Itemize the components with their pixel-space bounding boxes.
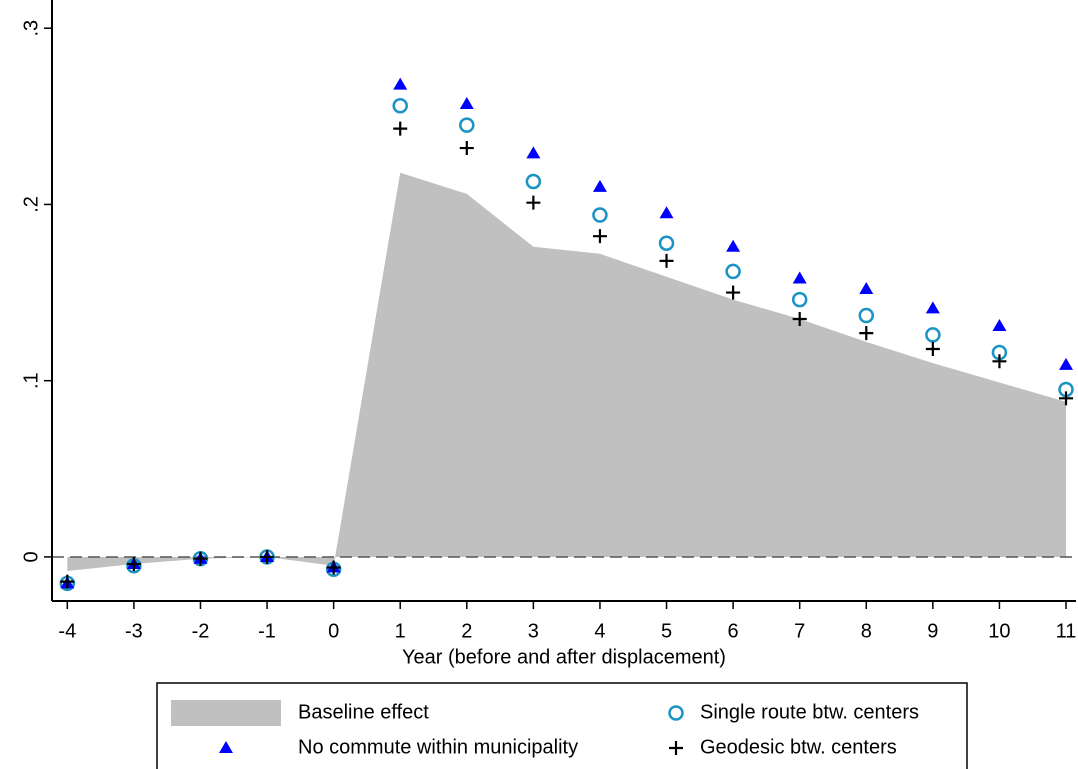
triangle-marker	[592, 179, 607, 192]
circle-marker	[392, 97, 408, 114]
triangle-marker	[726, 239, 741, 252]
area	[67, 172, 1067, 572]
plus-marker	[393, 121, 408, 136]
plus-marker	[925, 341, 940, 356]
y-tick-label: 0	[20, 551, 42, 562]
triangle-marker	[1059, 357, 1074, 370]
legend-label: Baseline effect	[298, 701, 429, 723]
area-swatch	[171, 700, 281, 726]
triangle-marker	[219, 741, 233, 753]
circle-marker	[668, 705, 684, 721]
legend-label: Geodesic btw. centers	[700, 736, 897, 758]
plus-marker	[659, 253, 674, 268]
legend-label: Single route btw. centers	[700, 701, 919, 723]
legend-label: No commute within municipality	[298, 736, 578, 758]
circle-marker	[459, 117, 475, 133]
triangle-marker	[992, 319, 1007, 332]
x-tick-label: 2	[461, 620, 472, 642]
plus-marker	[526, 195, 541, 210]
plus-marker	[326, 560, 341, 575]
circle-marker	[791, 291, 808, 308]
plus-marker	[1059, 391, 1074, 406]
plus-marker	[126, 556, 141, 571]
triangle-marker	[526, 146, 541, 159]
circle-marker	[725, 263, 741, 280]
x-tick-label: 6	[728, 620, 739, 642]
x-tick-label: 0	[328, 620, 339, 642]
x-tick-label: 3	[528, 620, 539, 642]
x-tick-label: -4	[58, 620, 76, 642]
y-tick-label: .3	[20, 20, 42, 37]
plus-marker	[193, 551, 208, 566]
triangle-marker	[393, 77, 408, 90]
circle-marker	[592, 207, 608, 223]
legend-box	[156, 682, 968, 769]
x-tick-label: 10	[988, 620, 1010, 642]
circle-marker	[525, 173, 542, 190]
y-tick-label: .1	[20, 372, 42, 389]
plus-marker	[669, 741, 683, 755]
x-axis-label: Year (before and after displacement)	[402, 646, 726, 668]
plus-marker	[60, 574, 75, 589]
x-tick-label: 7	[794, 620, 805, 642]
plus-marker	[459, 141, 474, 156]
plus-marker	[726, 285, 741, 300]
y-tick-label: .2	[20, 196, 42, 213]
plus-marker	[992, 354, 1007, 369]
x-tick-label: 9	[927, 620, 938, 642]
circle-marker	[925, 327, 941, 343]
x-tick-label: -1	[258, 620, 276, 642]
circle-marker	[858, 307, 875, 324]
triangle-marker	[459, 96, 474, 109]
triangle-marker	[925, 301, 940, 314]
triangle-marker	[659, 206, 674, 219]
plus-marker	[592, 229, 607, 244]
x-tick-label: 4	[594, 620, 605, 642]
x-tick-label: 8	[861, 620, 872, 642]
x-tick-label: 5	[661, 620, 672, 642]
x-tick-label: -3	[125, 620, 143, 642]
plus-marker	[859, 326, 874, 341]
x-tick-label: 11	[1056, 620, 1077, 642]
plus-marker	[260, 549, 275, 564]
triangle-marker	[792, 271, 807, 284]
circle-marker	[658, 235, 675, 251]
plus-marker	[792, 312, 807, 327]
triangle-marker	[859, 282, 874, 295]
x-tick-label: 1	[395, 620, 406, 642]
x-tick-label: -2	[192, 620, 210, 642]
